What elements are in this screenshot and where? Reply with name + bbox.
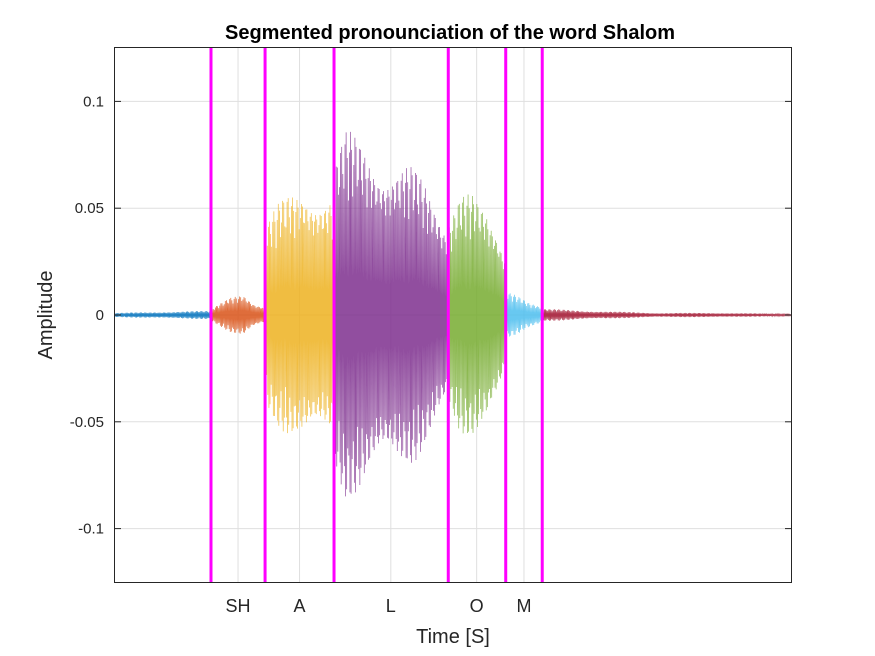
- waveform-segment-6: [541, 309, 792, 321]
- y-tick-labels: -0.1 -0.05 0 0.05 0.1: [70, 93, 791, 538]
- y-tick-label-0: -0.1: [78, 521, 104, 538]
- waveform-segment-1: [210, 296, 266, 334]
- plot-frame: [114, 47, 792, 583]
- y-axis-label: Amplitude: [35, 271, 57, 360]
- y-tick-label-1: -0.05: [70, 414, 104, 431]
- y-tick-label-4: 0.1: [83, 93, 104, 110]
- segment-label-3: O: [470, 596, 484, 616]
- segment-label-1: A: [294, 596, 306, 616]
- waveform-segment-2: [264, 197, 335, 434]
- segment-labels: SH A L O M: [226, 596, 532, 616]
- waveform-segment-0: [114, 311, 212, 320]
- segment-boundaries: [209, 48, 544, 582]
- waveform-segment-4: [447, 194, 506, 434]
- segment-label-2: L: [386, 596, 396, 616]
- chart-title: Segmented pronounciation of the word Sha…: [225, 22, 675, 44]
- y-tick-label-2: 0: [96, 307, 104, 324]
- waveform-segment-5: [505, 292, 543, 337]
- waveform-series: [114, 131, 792, 497]
- segment-label-0: SH: [226, 596, 251, 616]
- y-tick-label-3: 0.05: [75, 200, 104, 217]
- waveform-segment-3: [333, 131, 449, 497]
- segment-label-4: M: [516, 596, 531, 616]
- x-axis-label: Time [S]: [416, 626, 490, 648]
